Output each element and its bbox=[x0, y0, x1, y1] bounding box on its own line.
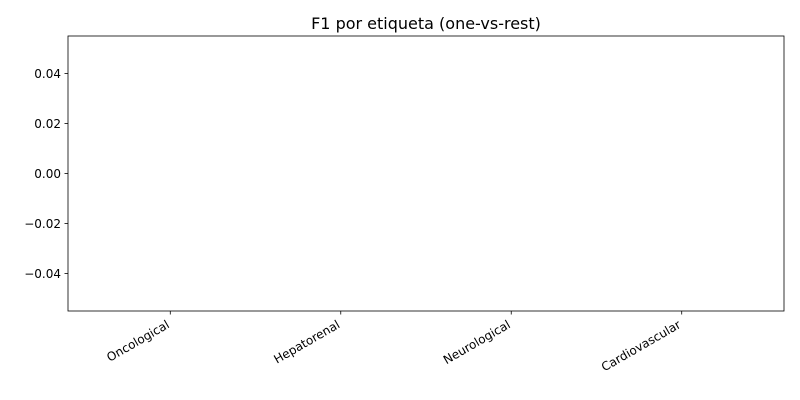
y-tick-label: 0.02 bbox=[34, 117, 61, 131]
x-tick-label: Neurological bbox=[441, 317, 513, 367]
x-tick-label: Oncological bbox=[104, 317, 172, 364]
x-tick-label: Hepatorenal bbox=[271, 317, 342, 366]
x-tick-label: Cardiovascular bbox=[599, 317, 683, 374]
plot-area-frame bbox=[67, 35, 785, 312]
y-tick-label: −0.02 bbox=[24, 217, 61, 231]
y-tick-label: −0.04 bbox=[24, 267, 61, 281]
y-tick-label: 0.04 bbox=[34, 67, 61, 81]
x-axis: Oncological Hepatorenal Neurological Cardio… bbox=[104, 311, 683, 374]
y-axis: −0.04 −0.02 0.00 0.02 0.04 bbox=[24, 67, 68, 281]
y-tick-label: 0.00 bbox=[34, 167, 61, 181]
chart-title: F1 por etiqueta (one-vs-rest) bbox=[311, 14, 541, 33]
